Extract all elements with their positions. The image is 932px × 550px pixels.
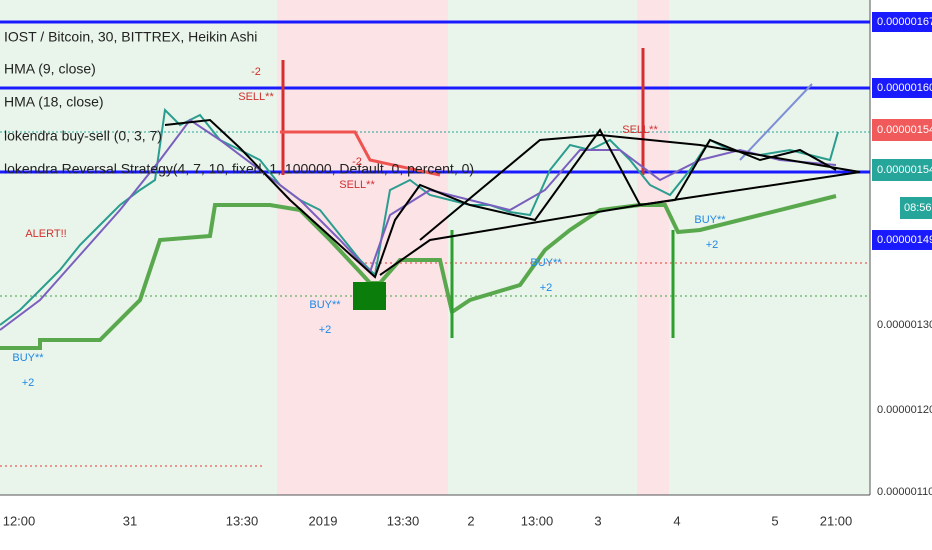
price-label: 0.00000110 bbox=[877, 486, 932, 498]
time-label: 12:00 bbox=[3, 513, 36, 528]
price-tag bbox=[872, 230, 932, 250]
time-label: 21:00 bbox=[820, 513, 853, 528]
legend-item: lokendra buy-sell (0, 3, 7) bbox=[4, 128, 162, 144]
time-label: 2 bbox=[467, 513, 474, 528]
annotation: SELL** bbox=[238, 91, 274, 103]
annotation: -2 bbox=[352, 156, 362, 168]
annotation: +2 bbox=[319, 324, 332, 336]
time-label: 13:30 bbox=[387, 513, 420, 528]
price-label: 08:56 bbox=[904, 202, 932, 214]
time-label: 5 bbox=[771, 513, 778, 528]
price-tag bbox=[872, 12, 932, 32]
annotation: +2 bbox=[706, 239, 719, 251]
legend-item: IOST / Bitcoin, 30, BITTREX, Heikin Ashi bbox=[4, 29, 257, 45]
price-label: 0.00000160 bbox=[877, 82, 932, 94]
price-label: 0.00000167 bbox=[877, 16, 932, 28]
annotation: ALERT!! bbox=[25, 228, 66, 240]
sell-line bbox=[280, 130, 441, 177]
price-label: 0.00000120 bbox=[877, 404, 932, 416]
price-label: 0.00000154 bbox=[877, 124, 932, 136]
annotation: BUY** bbox=[694, 214, 726, 226]
annotation: BUY** bbox=[12, 352, 44, 364]
time-label: 3 bbox=[594, 513, 601, 528]
annotation: BUY** bbox=[530, 257, 562, 269]
time-label: 13:00 bbox=[521, 513, 554, 528]
price-tag bbox=[872, 119, 932, 141]
time-label: 31 bbox=[123, 513, 137, 528]
legend-item: lokendra Reversal Strategy(4, 7, 10, fix… bbox=[4, 161, 474, 177]
price-label: 0.00000154 bbox=[877, 164, 932, 176]
time-label: 2019 bbox=[309, 513, 338, 528]
annotation: +2 bbox=[22, 377, 35, 389]
legend-item: HMA (18, close) bbox=[4, 94, 104, 110]
price bbox=[0, 107, 839, 326]
time-label: 13:30 bbox=[226, 513, 259, 528]
zigzag bbox=[379, 133, 861, 276]
arrow-line bbox=[739, 83, 813, 161]
price-label: 0.00000130 bbox=[877, 319, 932, 331]
hma bbox=[0, 118, 837, 331]
annotation: +2 bbox=[540, 282, 553, 294]
annotation: -2 bbox=[251, 66, 261, 78]
box bbox=[353, 282, 386, 310]
time-label: 4 bbox=[673, 513, 680, 528]
price-tag bbox=[900, 197, 932, 219]
price-label: 0.00000149 bbox=[877, 234, 932, 246]
annotation: SELL** bbox=[339, 179, 375, 191]
annotation: SELL** bbox=[622, 124, 658, 136]
price-tag bbox=[872, 159, 932, 181]
sell-zone bbox=[277, 0, 448, 495]
legend-item: HMA (9, close) bbox=[4, 61, 96, 77]
annotation: BUY** bbox=[309, 299, 341, 311]
price-tag bbox=[872, 78, 932, 98]
